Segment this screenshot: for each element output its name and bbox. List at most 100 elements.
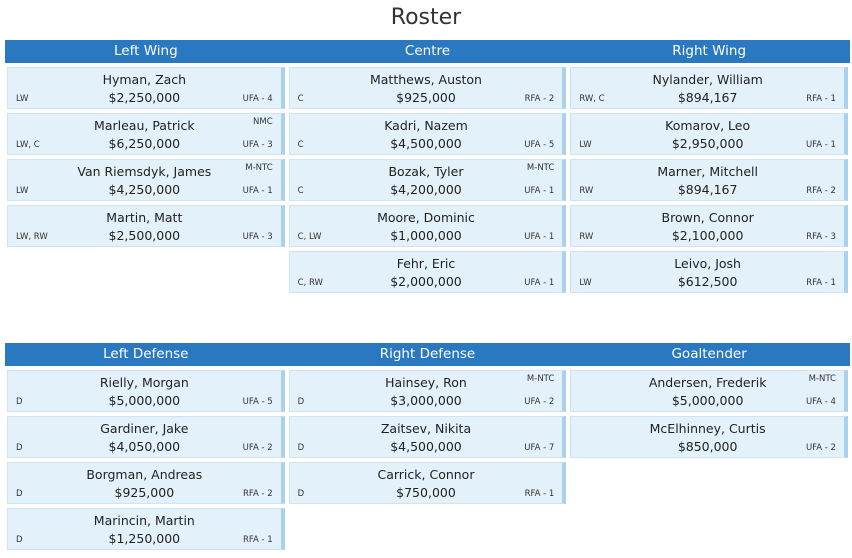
player-name: Martin, Matt — [106, 210, 183, 225]
player-position: D — [297, 397, 305, 407]
player-contract: UFA - 1 — [524, 278, 555, 288]
player-contract: UFA - 1 — [524, 186, 555, 196]
player-salary: $6,250,000 — [108, 136, 181, 151]
player-contract: UFA - 1 — [242, 186, 273, 196]
player-card[interactable]: Hyman, Zach $2,250,000 LW UFA - 4 — [7, 67, 285, 109]
player-name: Rielly, Morgan — [99, 375, 189, 390]
player-card[interactable]: Gardiner, Jake $4,050,000 D UFA - 2 — [7, 416, 285, 458]
player-card[interactable]: M-NTC Andersen, Frederik $5,000,000 UFA … — [570, 370, 848, 412]
player-card[interactable]: Kadri, Nazem $4,500,000 C UFA - 5 — [288, 113, 567, 155]
player-contract: UFA - 1 — [524, 232, 555, 242]
player-contract: RFA - 1 — [806, 94, 836, 104]
player-salary: $894,167 — [677, 182, 738, 197]
player-name: Marincin, Martin — [93, 513, 195, 528]
forwards-section: Left Wing Centre Right Wing Hyman, Zach … — [5, 40, 850, 297]
player-card[interactable]: Martin, Matt $2,500,000 LW, RW UFA - 3 — [7, 205, 285, 247]
defense-goalie-section: Left Defense Right Defense Goaltender Ri… — [5, 343, 850, 554]
player-name: Komarov, Leo — [665, 118, 751, 133]
player-contract: UFA - 1 — [805, 140, 836, 150]
player-card[interactable]: Rielly, Morgan $5,000,000 D UFA - 5 — [7, 370, 285, 412]
player-name: Leivo, Josh — [674, 256, 741, 271]
player-position: LW, C — [16, 140, 40, 150]
player-card[interactable]: Fehr, Eric $2,000,000 C, RW UFA - 1 — [288, 251, 567, 293]
player-contract: UFA - 3 — [242, 232, 273, 242]
player-card[interactable]: Borgman, Andreas $925,000 D RFA - 2 — [7, 462, 285, 504]
player-card[interactable]: Marner, Mitchell $894,167 RW RFA - 2 — [570, 159, 848, 201]
player-salary: $2,000,000 — [390, 274, 462, 289]
header-left-defense: Left Defense — [103, 346, 189, 362]
player-card[interactable]: M-NTC Van Riemsdyk, James $4,250,000 LW … — [7, 159, 285, 201]
player-contract: UFA - 2 — [524, 397, 555, 407]
player-position: RW, C — [579, 94, 605, 104]
player-salary: $4,500,000 — [390, 136, 462, 151]
player-card[interactable]: Komarov, Leo $2,950,000 LW UFA - 1 — [570, 113, 848, 155]
player-position: D — [16, 443, 23, 453]
player-position: LW, RW — [16, 232, 48, 242]
player-contract: RFA - 1 — [524, 489, 555, 499]
header-centre: Centre — [404, 43, 451, 59]
player-name: Gardiner, Jake — [100, 421, 189, 436]
player-name: Bozak, Tyler — [388, 164, 464, 179]
header-goaltender: Goaltender — [671, 346, 747, 362]
player-position: D — [297, 443, 305, 453]
player-card[interactable]: Moore, Dominic $1,000,000 C, LW UFA - 1 — [288, 205, 567, 247]
player-salary: $4,250,000 — [108, 182, 181, 197]
player-position: D — [16, 535, 23, 545]
player-card[interactable]: Carrick, Connor $750,000 D RFA - 1 — [288, 462, 567, 504]
player-card[interactable]: Leivo, Josh $612,500 LW RFA - 1 — [570, 251, 848, 293]
player-name: McElhinney, Curtis — [649, 421, 766, 436]
player-contract: UFA - 4 — [805, 397, 836, 407]
player-clause: M-NTC — [526, 163, 555, 173]
player-position: D — [16, 489, 23, 499]
forwards-header: Left Wing Centre Right Wing — [5, 40, 850, 63]
player-salary: $2,500,000 — [108, 228, 181, 243]
column-left-wing: Hyman, Zach $2,250,000 LW UFA - 4 NMC Ma… — [5, 67, 287, 297]
player-position: RW — [579, 186, 594, 196]
player-contract: UFA - 7 — [524, 443, 555, 453]
player-name: Hainsey, Ron — [385, 375, 467, 390]
player-salary: $2,950,000 — [671, 136, 744, 151]
player-position: D — [297, 489, 305, 499]
player-contract: RFA - 1 — [806, 278, 836, 288]
player-card[interactable]: Brown, Connor $2,100,000 RW RFA - 3 — [570, 205, 848, 247]
player-position: LW — [16, 186, 29, 196]
player-name: Borgman, Andreas — [86, 467, 203, 482]
player-card[interactable]: NMC Marleau, Patrick $6,250,000 LW, C UF… — [7, 113, 285, 155]
player-salary: $612,500 — [677, 274, 738, 289]
player-name: Andersen, Frederik — [648, 375, 767, 390]
player-contract: UFA - 4 — [242, 94, 273, 104]
header-left-wing: Left Wing — [114, 43, 178, 59]
player-clause: M-NTC — [245, 163, 273, 173]
player-salary: $750,000 — [396, 485, 456, 500]
player-salary: $2,100,000 — [671, 228, 744, 243]
player-name: Kadri, Nazem — [384, 118, 468, 133]
player-salary: $5,000,000 — [671, 393, 744, 408]
player-name: Matthews, Auston — [369, 72, 482, 87]
player-name: Fehr, Eric — [396, 256, 456, 271]
player-card[interactable]: M-NTC Hainsey, Ron $3,000,000 D UFA - 2 — [288, 370, 567, 412]
player-salary: $4,200,000 — [390, 182, 462, 197]
player-position: C — [297, 186, 304, 196]
player-card[interactable]: Matthews, Auston $925,000 C RFA - 2 — [288, 67, 567, 109]
player-clause: NMC — [253, 117, 273, 127]
column-right-wing: Nylander, William $894,167 RW, C RFA - 1… — [568, 67, 850, 297]
player-name: Zaitsev, Nikita — [380, 421, 472, 436]
player-name: Nylander, William — [652, 72, 763, 87]
player-salary: $850,000 — [677, 439, 738, 454]
player-contract: RFA - 1 — [242, 535, 273, 545]
player-card[interactable]: Marincin, Martin $1,250,000 D RFA - 1 — [7, 508, 285, 550]
player-card[interactable]: Zaitsev, Nikita $4,500,000 D UFA - 7 — [288, 416, 567, 458]
player-position: C — [297, 140, 304, 150]
player-card[interactable]: M-NTC Bozak, Tyler $4,200,000 C UFA - 1 — [288, 159, 567, 201]
player-card[interactable]: McElhinney, Curtis $850,000 UFA - 2 — [570, 416, 848, 458]
page-title: Roster — [390, 5, 462, 30]
player-position: C, LW — [297, 232, 322, 242]
player-position: LW — [16, 94, 29, 104]
player-contract: UFA - 2 — [805, 443, 836, 453]
defense-header: Left Defense Right Defense Goaltender — [5, 343, 850, 366]
player-salary: $925,000 — [396, 90, 456, 105]
header-right-defense: Right Defense — [379, 346, 476, 362]
player-card[interactable]: Nylander, William $894,167 RW, C RFA - 1 — [570, 67, 848, 109]
player-contract: UFA - 5 — [242, 397, 273, 407]
player-contract: UFA - 3 — [242, 140, 273, 150]
